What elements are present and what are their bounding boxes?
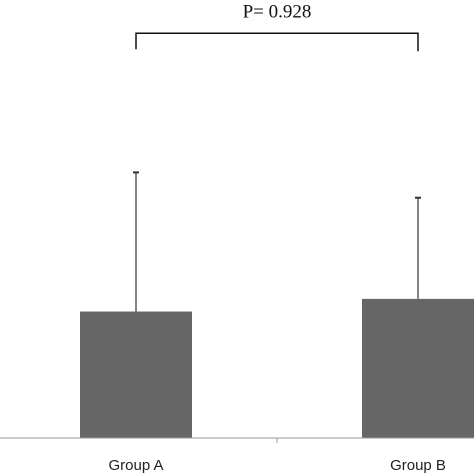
bar-group-b: [362, 298, 474, 438]
bar-group-a: [80, 311, 192, 438]
x-tick-label: Group B: [390, 457, 446, 474]
p-value-annotation: P= 0.928: [243, 1, 312, 22]
bars-layer: [80, 298, 474, 438]
error-bars-layer: [133, 171, 421, 312]
x-tick-labels: Group A Group B: [108, 457, 445, 474]
x-tick-label: Group A: [108, 457, 163, 474]
significance-bracket: [135, 32, 419, 52]
